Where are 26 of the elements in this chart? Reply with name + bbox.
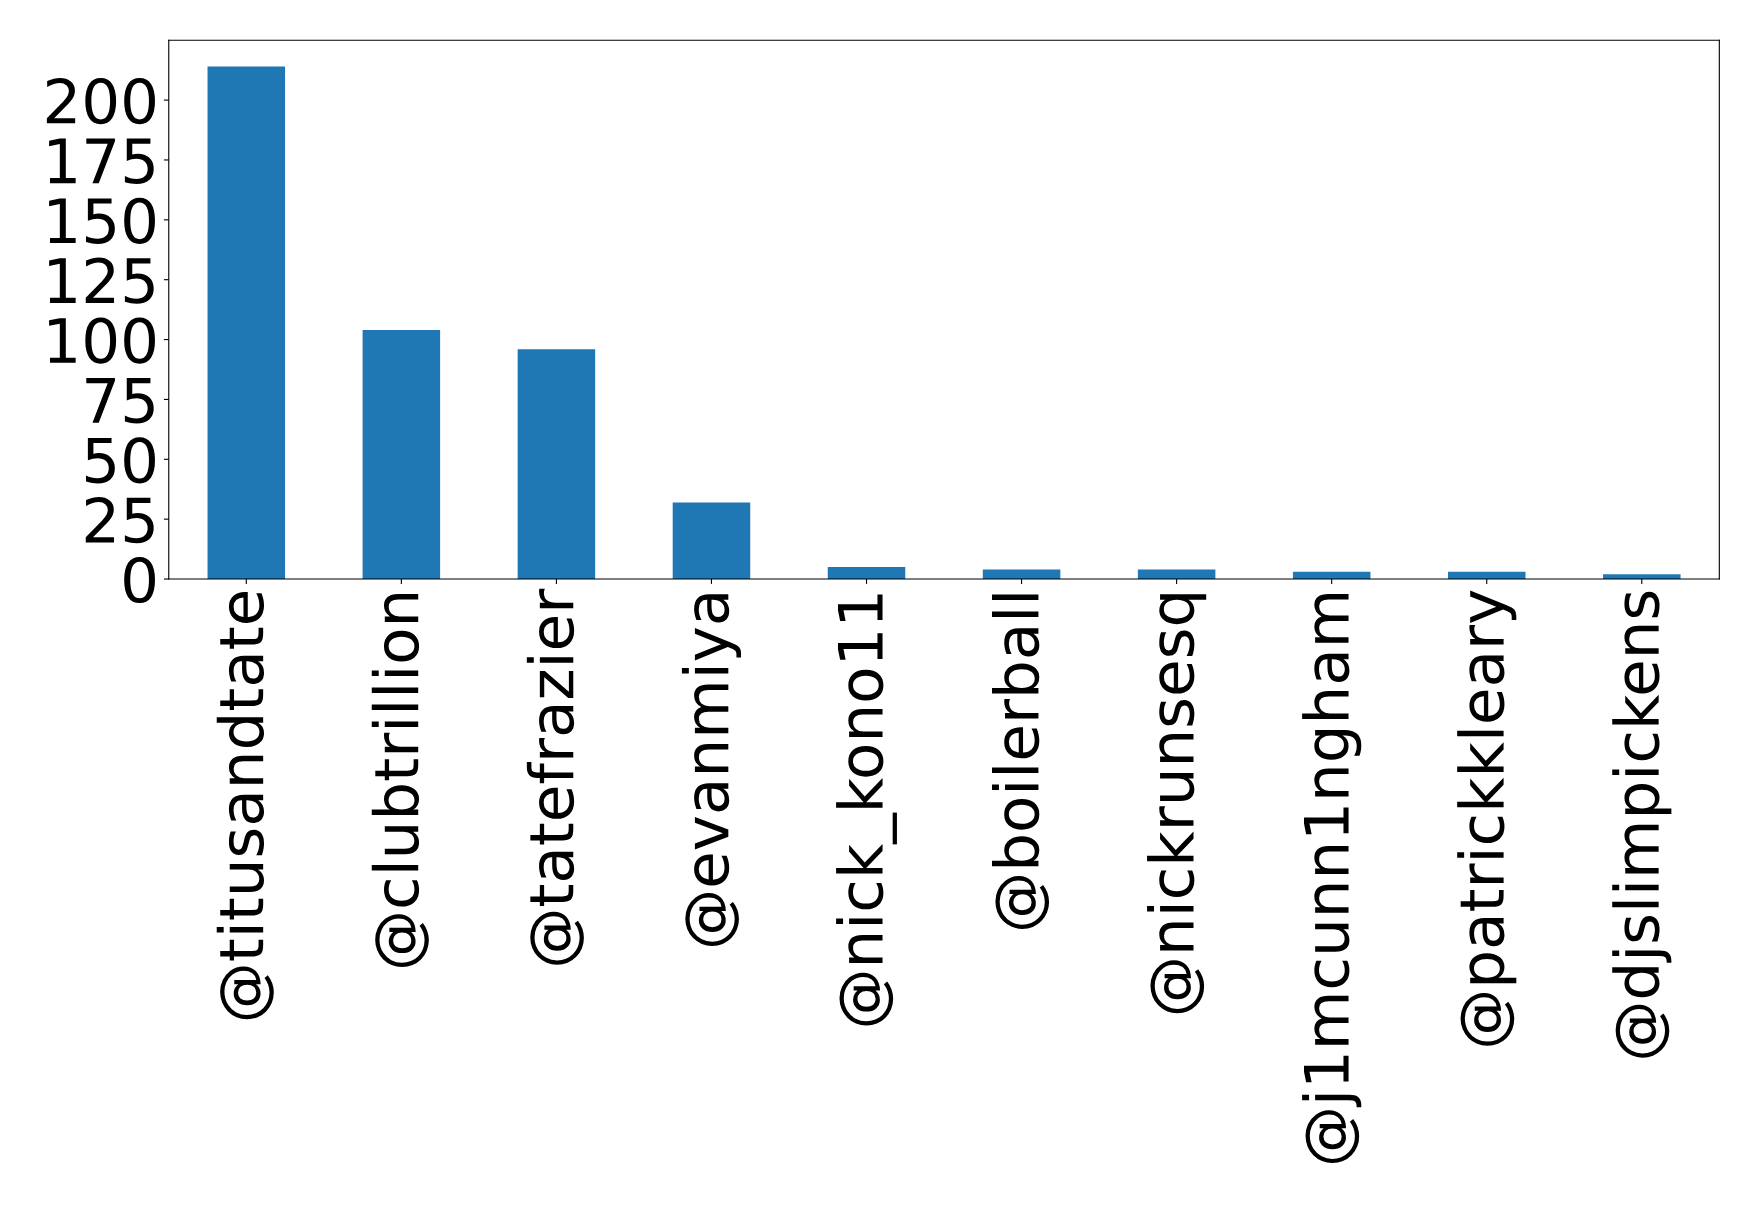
x-tick-label: @nickrunsesq (1147, 594, 1207, 1014)
bar (517, 349, 596, 580)
x-tick-label: @patrickkleary (1457, 590, 1517, 1046)
bar (207, 66, 286, 580)
x-tick-label: @tatefrazier (526, 588, 584, 965)
y-tick-label: 50 (86, 437, 155, 484)
bar (362, 329, 441, 580)
y-tick-label: 0 (124, 556, 155, 604)
x-tick-label: @boilerball (992, 594, 1050, 929)
x-tick-label: @titusandtate (216, 591, 274, 1020)
x-tick-label: @j1mcunn1ngham (1302, 593, 1362, 1164)
y-tick-label: 150 (49, 197, 155, 244)
y-tick-label: 125 (49, 257, 154, 304)
y-tick-label: 175 (49, 138, 154, 185)
bar (672, 502, 751, 580)
bar (982, 569, 1061, 580)
y-tick-label: 75 (86, 378, 154, 424)
y-tick-label: 100 (49, 317, 155, 364)
x-tick-label: @clubtrillion (371, 593, 429, 968)
bar (1137, 569, 1216, 580)
y-tick-label: 200 (46, 77, 155, 125)
x-tick-label: @djslimpickens (1612, 591, 1672, 1058)
x-tick-label: @nick_kono11 (836, 594, 897, 1026)
y-tick-label: 25 (85, 497, 154, 544)
x-tick-label: @evanmiya (681, 594, 742, 946)
bar (827, 567, 906, 580)
